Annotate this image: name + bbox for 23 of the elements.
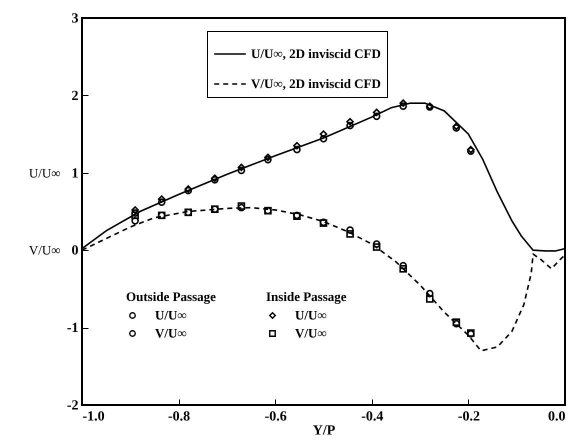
x-tick-label: -1.0 [82,410,105,424]
text: Outside Passage [126,289,216,304]
y-tick-label: 3 [72,12,78,26]
legend-label: U/U∞ [295,308,327,322]
y-tick-label: 0 [72,244,78,259]
y-tick-label: 1 [72,166,78,182]
x-tick-label: -0.4 [361,410,384,424]
legend-label: V/U∞ [295,326,327,340]
y-tick-label: -2 [66,398,78,414]
y-tick-label: 2 [72,88,78,104]
text: V/U∞ [28,242,60,258]
legend-label: U/U∞ [155,308,187,322]
x-tick-label: 0.0 [548,410,566,424]
x-tick-label: -0.8 [168,410,190,424]
y-tick-label: -1 [66,321,78,336]
x-tick-label: -0.2 [458,410,480,424]
text: Inside Passage [266,289,347,304]
legend-label: V/U∞ [155,326,187,340]
text: U/U∞ [28,165,60,180]
x-tick-label: -0.6 [264,410,287,424]
x-axis-title: Y/P [312,424,336,438]
legend-label: V/U∞, 2D inviscid CFD [251,76,381,91]
legend-label: U/U∞, 2D inviscid CFD [251,46,381,61]
